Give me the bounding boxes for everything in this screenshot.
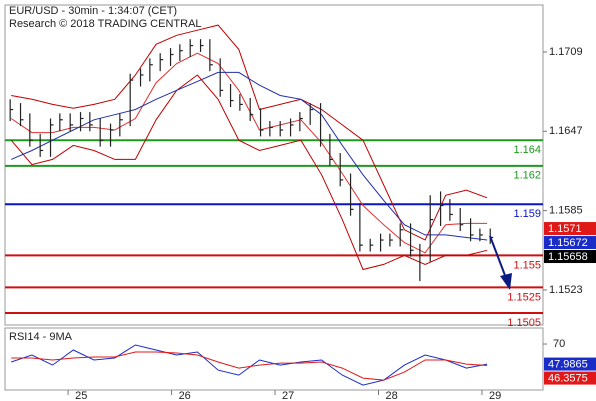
- rsi-panel: [4, 327, 544, 391]
- x-tick-label: 28: [385, 390, 397, 401]
- level-label: 1.1525: [507, 291, 541, 303]
- price-box: [544, 371, 596, 385]
- level-label: 1.1505: [507, 317, 541, 329]
- arrow-head: [500, 273, 512, 290]
- x-tick-label: 29: [489, 390, 501, 401]
- rsi-line: [11, 351, 488, 381]
- overlay-line: [10, 52, 488, 254]
- overlay-line: [10, 74, 488, 271]
- price-box-label: 1.1571: [548, 223, 582, 235]
- price-box: [544, 250, 596, 264]
- level-label: 1.159: [513, 208, 541, 220]
- chart-title: EUR/USD - 30min - 1:34:07 (CET): [9, 5, 177, 17]
- rsi-line: [11, 344, 488, 386]
- y-tick-label: 1.1585: [549, 205, 583, 217]
- chart-subtitle: Research © 2018 TRADING CENTRAL: [9, 18, 202, 30]
- x-tick-label: 26: [179, 390, 191, 401]
- price-box: [544, 222, 596, 236]
- level-label: 1.155: [513, 259, 541, 271]
- arrow-shaft: [489, 235, 507, 279]
- y-tick-label: 1.1709: [549, 46, 583, 58]
- y-tick-label: 70: [553, 338, 565, 350]
- rsi-title: RSI14 - 9MA: [9, 331, 73, 343]
- level-label: 1.164: [513, 144, 541, 156]
- y-tick-label: 1.1523: [549, 284, 583, 296]
- price-box: [544, 236, 596, 250]
- y-tick-label: 1.1647: [549, 125, 583, 137]
- price-box-label: 1.15672: [548, 237, 588, 249]
- price-box-label: 46.3575: [548, 372, 588, 384]
- overlay-line: [11, 24, 488, 241]
- x-tick-label: 27: [282, 390, 294, 401]
- price-box: [544, 357, 596, 371]
- price-box-label: 1.15658: [548, 251, 588, 263]
- level-label: 1.162: [513, 170, 541, 182]
- x-tick-label: 25: [75, 390, 87, 401]
- forecast-arrow: [489, 235, 512, 290]
- overlay-line: [11, 71, 488, 241]
- price-box-label: 47.9865: [548, 358, 588, 370]
